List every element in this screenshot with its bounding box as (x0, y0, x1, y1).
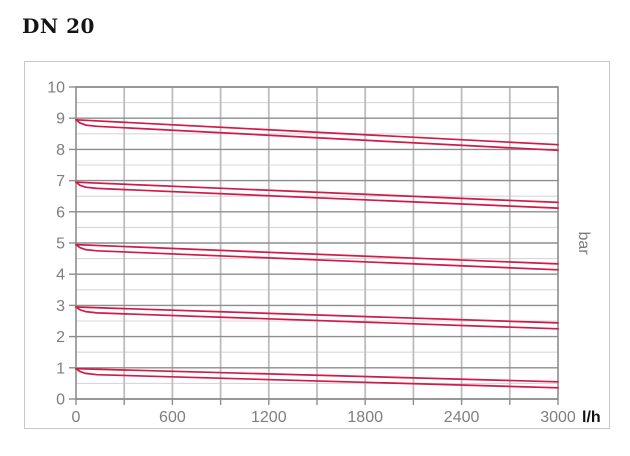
x-axis-label: 0 (72, 409, 81, 426)
pressure-band-upper-1bar (75, 367, 559, 383)
y-axis-label: 1 (56, 360, 65, 377)
y-axis-label: 6 (56, 204, 65, 221)
y-axis-label: 3 (56, 298, 65, 315)
pressure-band-upper-7bar (75, 181, 559, 204)
pressure-band-lower-9bar (75, 118, 559, 152)
pressure-band-lower-7bar (75, 181, 559, 209)
chart-panel: 0 1 2 3 4 5 6 7 8 9 10 0 600 1200 1800 2400 3000 l/h bar (24, 61, 610, 429)
x-axis-label: 1800 (347, 409, 383, 426)
pressure-band-lower-5bar (75, 243, 559, 271)
chart-title: DN 20 (22, 14, 95, 38)
x-axis-label: 2400 (444, 409, 480, 426)
pressure-band-upper-9bar (75, 118, 559, 146)
y-axis-label: 7 (56, 173, 65, 190)
y-axis-label: 10 (47, 80, 65, 97)
y-axis-unit-label: bar (575, 231, 592, 255)
y-axis-label: 5 (56, 236, 65, 253)
y-axis-label: 9 (56, 111, 65, 128)
pressure-band-upper-3bar (75, 306, 559, 324)
x-axis-label: 600 (159, 409, 186, 426)
y-axis-label: 8 (56, 142, 65, 159)
pressure-band-lower-1bar (75, 367, 559, 389)
y-axis-label: 2 (56, 329, 65, 346)
x-axis-unit-label: l/h (582, 409, 601, 426)
flow-pressure-chart: 0 1 2 3 4 5 6 7 8 9 10 0 600 1200 1800 2400 3000 l/h bar (47, 80, 601, 427)
pressure-band-lower-3bar (75, 306, 559, 330)
pressure-band-upper-5bar (75, 243, 559, 265)
y-axis-label: 0 (56, 392, 65, 409)
x-axis-label: 1200 (251, 409, 287, 426)
y-axis-label: 4 (56, 267, 65, 284)
x-axis-label: 3000 (540, 409, 576, 426)
